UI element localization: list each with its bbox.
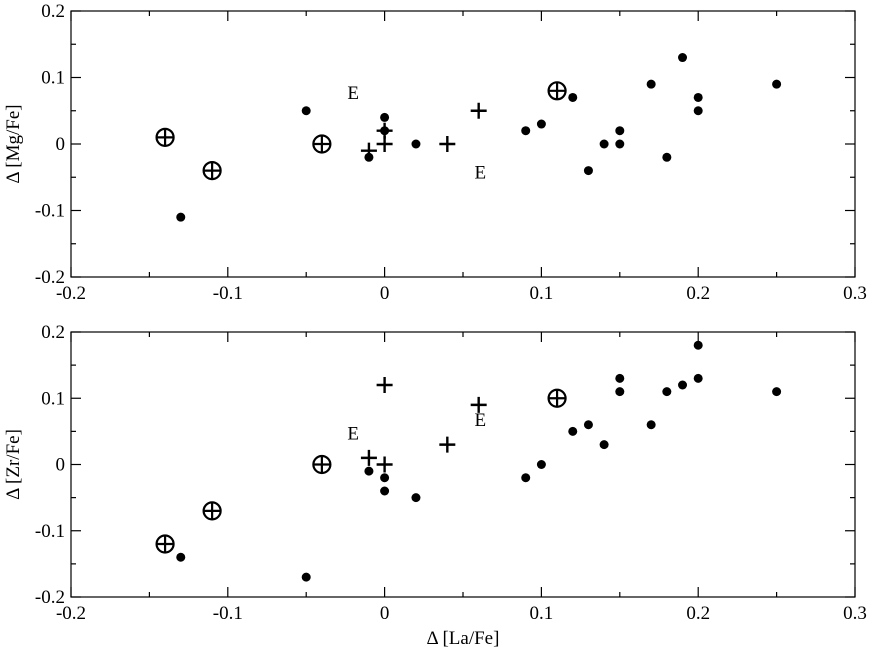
data-point-plus — [360, 449, 377, 466]
data-point-dot — [411, 139, 421, 149]
y-tick-label: 0 — [56, 455, 66, 476]
y-tick-label: 0.1 — [41, 388, 65, 409]
data-point-circled-plus — [202, 501, 222, 521]
x-tick-label: -0.2 — [56, 603, 86, 624]
data-point-dot — [693, 92, 703, 102]
x-tick-label: 0.1 — [530, 283, 554, 304]
data-point-dot — [646, 420, 656, 430]
data-point-dot — [380, 126, 390, 136]
zr-fe-panel: -0.2 -0.1 0 0.1 0.2 0.3 -0.2 -0.1 0 0.1 0.2 Δ [Zr/F… — [3, 322, 867, 649]
plot-frame — [70, 331, 856, 598]
x-tick-label: 0.3 — [843, 283, 867, 304]
x-tick-label: -0.2 — [56, 283, 86, 304]
annotation-label: E — [347, 423, 359, 444]
x-tick-label: 0.3 — [843, 603, 867, 624]
data-point-circled-plus — [202, 161, 222, 181]
data-point-dot — [678, 53, 688, 63]
data-point-plus — [439, 136, 456, 152]
x-tick-label: 0.1 — [530, 603, 554, 624]
x-tick-label: 0 — [380, 603, 390, 624]
data-point-dot — [693, 373, 703, 383]
data-point-dot — [301, 572, 311, 582]
data-point-circled-plus — [547, 388, 567, 408]
y-tick-label: 0 — [56, 134, 66, 155]
data-point-dot — [693, 340, 703, 350]
data-point-dot — [678, 380, 688, 390]
data-point-dot — [583, 420, 593, 430]
data-point-dot — [521, 126, 531, 136]
data-point-dot — [364, 466, 374, 476]
y-axis-title: Δ [Mg/Fe] — [3, 104, 24, 183]
data-point-dot — [615, 139, 625, 149]
annotation-label: E — [474, 410, 486, 431]
data-point-plus — [376, 377, 393, 393]
x-tick-label: -0.1 — [213, 603, 243, 624]
data-point-dot — [772, 79, 782, 89]
annotation-label: E — [474, 163, 486, 184]
data-point-circled-plus — [312, 454, 332, 475]
data-point-dot — [772, 387, 782, 397]
x-tick-label: -0.1 — [213, 283, 243, 304]
y-tick-label: -0.2 — [35, 267, 65, 288]
data-point-dot — [380, 112, 390, 122]
data-point-dot — [176, 212, 186, 222]
data-point-dot — [521, 473, 531, 483]
mg-fe-panel: -0.2 -0.1 0 0.1 0.2 0.3 -0.2 -0.1 0 0.1 0.2 Δ [Mg/F… — [3, 1, 867, 304]
data-point-circled-plus — [312, 134, 332, 154]
data-point-circled-plus — [547, 81, 567, 101]
y-tick-label: 0.1 — [41, 68, 65, 89]
y-tick-label: -0.1 — [35, 521, 65, 542]
x-axis-title: Δ [La/Fe] — [427, 628, 500, 649]
data-point-dot — [536, 460, 546, 469]
data-point-plus — [470, 102, 487, 119]
data-point-dot — [583, 166, 593, 176]
data-point-dot — [364, 152, 374, 162]
annotation-label: E — [347, 83, 359, 104]
data-point-dot — [380, 473, 390, 483]
data-point-dot — [568, 92, 578, 102]
data-point-circled-plus — [155, 534, 175, 554]
data-point-dot — [615, 126, 625, 136]
data-point-dot — [301, 106, 311, 116]
data-point-dot — [599, 440, 609, 450]
data-point-dot — [176, 552, 186, 562]
data-point-dot — [693, 106, 703, 116]
data-point-dot — [615, 387, 625, 397]
data-point-dot — [380, 486, 390, 496]
x-tick-label: 0.2 — [686, 283, 710, 304]
data-point-dot — [615, 373, 625, 383]
data-point-plus — [439, 436, 456, 453]
y-tick-label: 0.2 — [41, 1, 65, 22]
data-point-circled-plus — [155, 127, 175, 147]
y-axis-title: Δ [Zr/Fe] — [3, 429, 24, 500]
plot-frame — [70, 10, 856, 278]
x-tick-label: 0.2 — [686, 603, 710, 624]
data-point-dot — [568, 426, 578, 436]
data-point-dot — [536, 119, 546, 129]
x-tick-label: 0 — [380, 283, 390, 304]
data-point-dot — [662, 387, 672, 397]
y-tick-label: 0.2 — [41, 322, 65, 343]
data-point-plus — [470, 396, 487, 413]
data-point-plus — [376, 136, 393, 152]
y-tick-label: -0.1 — [35, 201, 65, 222]
data-point-dot — [662, 152, 672, 162]
data-point-dot — [411, 493, 421, 503]
y-tick-label: -0.2 — [35, 587, 65, 608]
data-point-dot — [646, 79, 656, 89]
data-point-plus — [376, 456, 393, 473]
data-point-dot — [599, 139, 609, 149]
